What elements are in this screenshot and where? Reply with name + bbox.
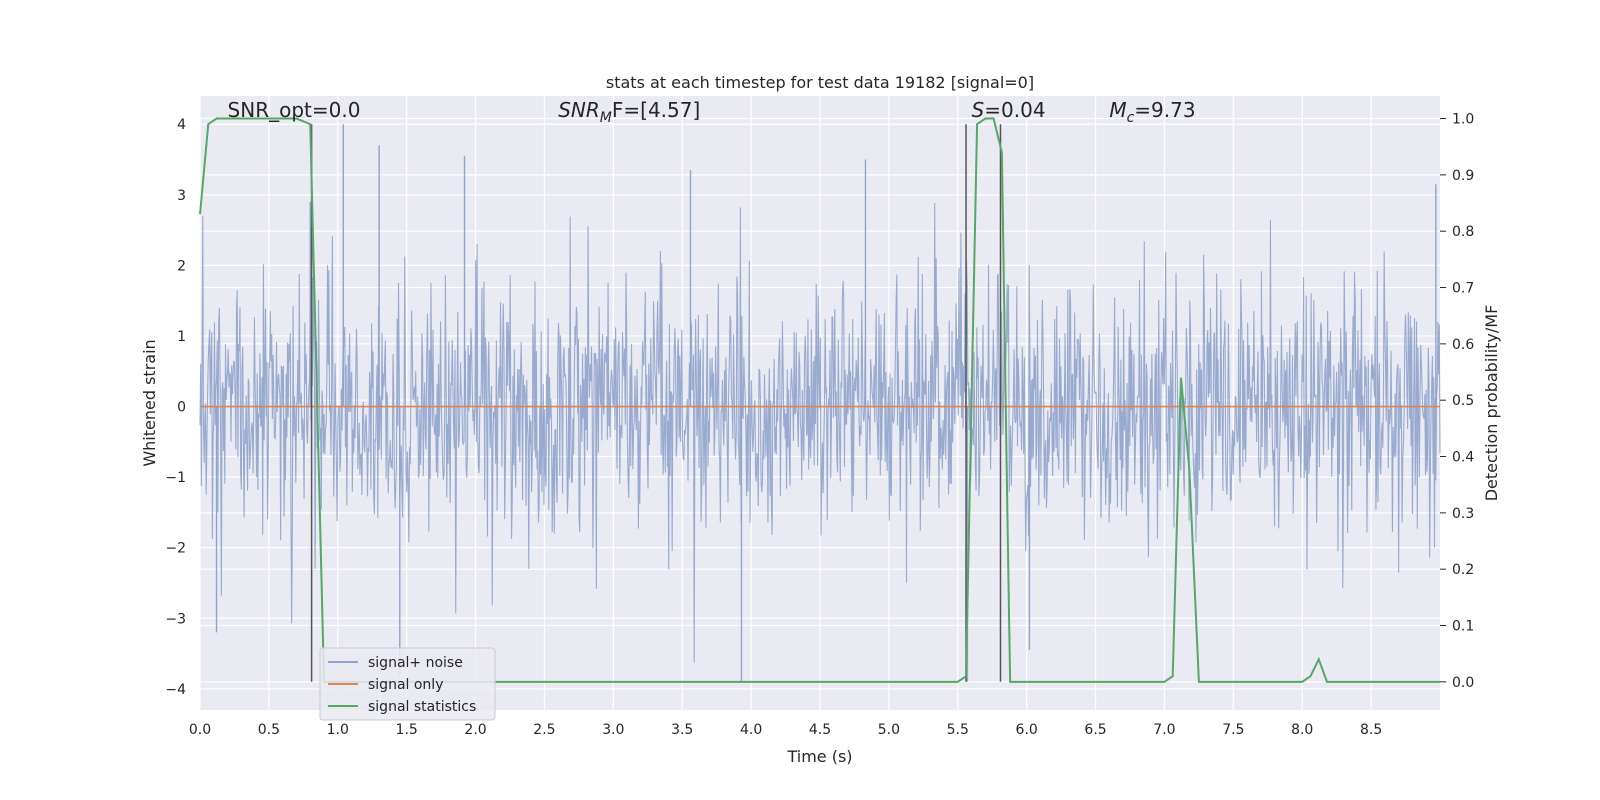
x-tick-label: 7.0 xyxy=(1153,722,1175,738)
line-signal-statistics xyxy=(199,117,1440,683)
annotation-0: SNR_opt=0.0 xyxy=(228,98,361,122)
x-tick-label: 2.0 xyxy=(464,722,486,738)
x-tick-label: 0.5 xyxy=(258,722,280,738)
y-tick-label: 2 xyxy=(177,258,186,274)
series-lines xyxy=(199,117,1440,683)
x-axis-label: Time (s) xyxy=(786,747,852,766)
y2-tick-label: 0.9 xyxy=(1452,168,1474,184)
legend-frame xyxy=(319,647,496,721)
y-tick-label: 0 xyxy=(177,400,186,416)
y2-axis-label: Detection probability/MF xyxy=(1482,305,1501,502)
annotations: SNR_opt=0.0 SNRMF=[4.57] S=0.04 Mc=9.73 xyxy=(228,98,1196,126)
chart-title: stats at each timestep for test data 191… xyxy=(606,73,1034,92)
x-tick-label: 5.0 xyxy=(878,722,900,738)
y2-tick-labels: 0.0 0.1 0.2 0.3 0.4 0.5 0.6 0.7 0.8 0.9 1.0 xyxy=(1440,112,1474,691)
annotation-2: S=0.04 xyxy=(972,98,1046,122)
legend: signal+ noise signal only signal statist… xyxy=(319,647,496,721)
x-tick-label: 3.0 xyxy=(602,722,624,738)
y2-tick-label: 0.3 xyxy=(1452,506,1474,522)
annotation-3: Mc=9.73 xyxy=(1109,98,1195,126)
y-tick-labels: −4 −3 −2 −1 0 1 2 3 4 xyxy=(165,117,186,698)
y-tick-label: 3 xyxy=(177,188,186,204)
x-tick-labels: 0.0 0.5 1.0 1.5 2.0 2.5 3.0 3.5 4.0 4.5 5.0 5.5 6.0 6… xyxy=(189,722,1382,738)
x-tick-label: 4.5 xyxy=(809,722,831,738)
y-tick-label: 4 xyxy=(177,117,186,133)
x-tick-label: 2.5 xyxy=(533,722,555,738)
y2-tick-label: 0.8 xyxy=(1452,224,1474,240)
legend-label-signal-noise: signal+ noise xyxy=(368,655,463,671)
x-tick-label: 6.5 xyxy=(1084,722,1106,738)
y-tick-label: −3 xyxy=(165,611,186,627)
y-tick-label: −4 xyxy=(165,682,186,698)
y2-tick-label: 1.0 xyxy=(1452,112,1474,128)
x-tick-label: 7.5 xyxy=(1222,722,1244,738)
line-signal-noise xyxy=(199,202,1441,663)
y-tick-label: 1 xyxy=(177,329,186,345)
y-axis-label: Whitened strain xyxy=(140,339,159,466)
x-tick-label: 1.5 xyxy=(396,722,418,738)
x-tick-label: 1.0 xyxy=(327,722,349,738)
x-tick-label: 0.0 xyxy=(189,722,211,738)
x-tick-label: 8.0 xyxy=(1291,722,1313,738)
annotation-1: SNRMF=[4.57] xyxy=(558,98,700,126)
y2-tick-label: 0.4 xyxy=(1452,450,1474,466)
y-tick-label: −2 xyxy=(165,541,186,557)
y-tick-label: −1 xyxy=(165,470,186,486)
x-tick-label: 4.0 xyxy=(740,722,762,738)
legend-label-signal-statistics: signal statistics xyxy=(368,699,476,715)
series-signal-noise xyxy=(199,124,1441,682)
y2-tick-label: 0.1 xyxy=(1452,619,1474,635)
x-tick-label: 5.5 xyxy=(947,722,969,738)
x-tick-label: 8.5 xyxy=(1360,722,1382,738)
y2-tick-label: 0.2 xyxy=(1452,562,1474,578)
y2-tick-label: 0.5 xyxy=(1452,393,1474,409)
y2-tick-label: 0.7 xyxy=(1452,281,1474,297)
legend-label-signal-only: signal only xyxy=(368,677,443,693)
x-tick-label: 6.0 xyxy=(1016,722,1038,738)
x-tick-label: 3.5 xyxy=(671,722,693,738)
y2-tick-label: 0.0 xyxy=(1452,675,1474,691)
y2-tick-label: 0.6 xyxy=(1452,337,1474,353)
